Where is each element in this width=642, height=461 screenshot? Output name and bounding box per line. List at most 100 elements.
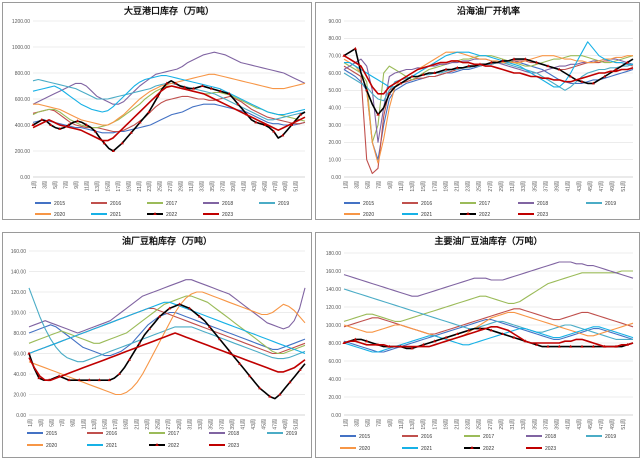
- data-point-2022: [138, 120, 142, 124]
- y-tick-label: 80.00: [328, 341, 341, 347]
- data-point-2022: [467, 328, 471, 332]
- data-point-2022: [167, 306, 172, 310]
- y-tick-label: 800.00: [15, 71, 31, 77]
- data-point-2022: [376, 112, 380, 116]
- legend-label-2021: 2021: [421, 446, 432, 452]
- data-point-2022: [546, 344, 550, 348]
- x-tick-label: 3周: [354, 419, 360, 427]
- data-point-2022: [84, 123, 89, 126]
- y-tick-label: 90.00: [328, 19, 341, 25]
- series-line-2023: [343, 326, 634, 348]
- x-tick-label: 9周: [74, 181, 80, 189]
- data-point-2022: [421, 72, 425, 76]
- data-point-2022: [238, 361, 242, 365]
- x-tick-label: 1周: [343, 181, 349, 189]
- legend-label-2015: 2015: [54, 201, 65, 207]
- data-point-2022: [76, 119, 80, 123]
- chart-svg: 油厂豆粕库存（万吨） 0.00 20.00 40.00 60.00 80.00 100.00…: [11, 235, 306, 449]
- data-point-2022: [37, 376, 41, 380]
- legend-label-2016: 2016: [421, 434, 432, 440]
- x-tick-label: 43周: [252, 181, 258, 192]
- legend-marker-2022: [153, 212, 157, 215]
- legend-label-2019: 2019: [278, 201, 289, 207]
- series-line-2021: [32, 75, 306, 116]
- data-point-2022: [580, 79, 584, 83]
- data-point-2022: [236, 102, 240, 106]
- series-line-2016: [343, 308, 634, 335]
- x-tick-label: 35周: [210, 181, 216, 192]
- x-tick-label: 43周: [577, 419, 583, 430]
- data-point-2022: [156, 94, 160, 98]
- data-point-2022: [31, 123, 35, 126]
- y-tick-label: 0.00: [16, 413, 26, 419]
- legend-label-2021: 2021: [106, 443, 117, 449]
- legend-marker-2022: [155, 443, 159, 446]
- data-point-2022: [157, 314, 162, 318]
- x-tick-label: 47周: [273, 181, 279, 192]
- legend-label-2017: 2017: [166, 201, 177, 207]
- x-tick-label: 1周: [343, 419, 349, 427]
- data-point-2022: [433, 71, 437, 74]
- y-tick-label: 80.00: [328, 36, 341, 42]
- x-tick-label: 15周: [421, 181, 427, 192]
- data-point-2022: [298, 112, 303, 116]
- data-point-2022: [625, 60, 629, 64]
- x-tick-label: 21周: [137, 181, 143, 192]
- legend-label-2016: 2016: [421, 201, 432, 207]
- x-tick-label: 51周: [621, 181, 627, 192]
- legend-label-2018: 2018: [222, 201, 233, 207]
- series-line-2017: [32, 85, 306, 129]
- y-tick-label: 20.00: [13, 392, 26, 398]
- data-point-2022: [200, 84, 204, 87]
- series-line-2017: [28, 295, 306, 355]
- x-tick-label: 17周: [116, 181, 122, 192]
- data-point-2022: [97, 378, 101, 382]
- x-tick-label: 41周: [566, 181, 572, 192]
- legend-label-2020: 2020: [363, 212, 374, 218]
- data-point-2022: [387, 92, 391, 95]
- x-tick-label: 39周: [555, 181, 561, 192]
- x-tick-label: 47周: [599, 181, 605, 192]
- y-tick-label: 30.00: [328, 123, 341, 129]
- data-point-2022: [433, 339, 437, 343]
- data-point-2022: [147, 110, 151, 113]
- x-tick-label: 31周: [187, 419, 193, 430]
- data-point-2022: [268, 394, 272, 398]
- data-point-2022: [272, 129, 276, 133]
- series-line-2018: [32, 51, 306, 105]
- legend-label-2015: 2015: [363, 201, 374, 207]
- x-tick-label: 13周: [95, 181, 101, 192]
- x-tick-label: 27周: [168, 181, 174, 192]
- series-line-2016: [32, 95, 306, 133]
- x-tick-label: 9周: [388, 181, 394, 189]
- data-point-2022: [569, 344, 573, 348]
- x-tick-label: 25周: [477, 419, 483, 430]
- x-tick-label: 45周: [262, 181, 268, 192]
- data-point-2022: [248, 374, 252, 378]
- chart-panel-soymeal-inventory: 油厂豆粕库存（万吨） 0.00 20.00 40.00 60.00 80.00 100.00…: [2, 232, 312, 458]
- data-point-2022: [67, 378, 71, 382]
- chart-panel-coastal-crush-rate: 沿海油厂开机率 0.00 10.00 20.00 30.00 40.00 50.00 60.0…: [315, 2, 640, 220]
- data-point-2022: [353, 46, 357, 50]
- legend-label-2018: 2018: [545, 434, 556, 440]
- data-point-2022: [218, 337, 222, 341]
- y-tick-label: 120.00: [326, 305, 342, 311]
- x-tick-label: 1周: [28, 419, 34, 427]
- x-tick-label: 51周: [621, 419, 627, 430]
- x-tick-label: 3周: [43, 181, 49, 189]
- data-point-2022: [228, 349, 232, 353]
- series-line-2017: [343, 55, 634, 143]
- data-point-2022: [93, 129, 97, 133]
- x-tick-label: 7周: [377, 419, 383, 427]
- legend-label-2021: 2021: [110, 212, 121, 218]
- x-tick-label: 5周: [49, 419, 55, 427]
- data-point-2022: [254, 120, 258, 124]
- x-tick-label: 37周: [220, 181, 226, 192]
- series-line-2022: [28, 303, 306, 400]
- data-point-2022: [557, 344, 561, 348]
- x-tick-label: 51周: [294, 419, 300, 430]
- data-point-2022: [107, 378, 111, 382]
- x-tick-label: 35周: [532, 181, 538, 192]
- y-tick-label: 80.00: [13, 331, 26, 337]
- x-tick-label: 39周: [230, 419, 236, 430]
